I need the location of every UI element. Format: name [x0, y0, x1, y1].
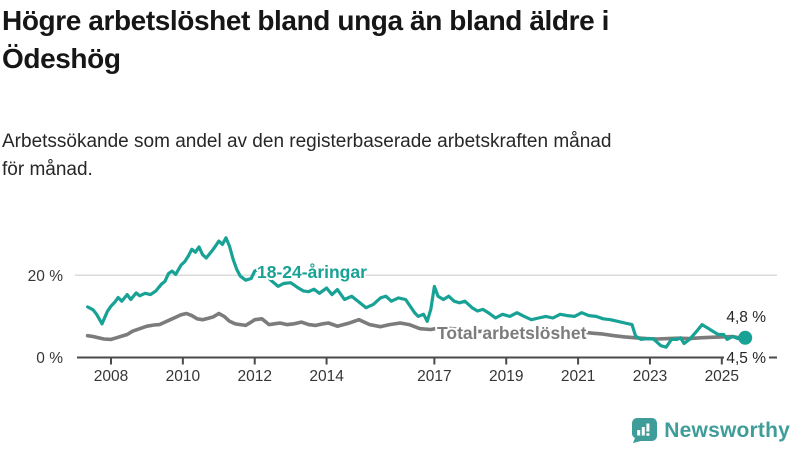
x-tick-label: 2025: [705, 368, 739, 385]
x-tick-label: 2008: [94, 368, 128, 385]
x-tick-label: 2017: [417, 368, 451, 385]
x-axis-ticks: 2008 2010 2012 2014 2017 2019 2021 2023 2025: [94, 357, 739, 385]
end-value-label-total: 4,5 %: [726, 350, 766, 367]
subtitle-line-1: Arbetssökande som andel av den registerb…: [2, 131, 612, 152]
newsworthy-logo-text: Newsworthy: [664, 418, 790, 442]
bar-chart-speech-bubble-icon: [632, 418, 658, 443]
title-line-2: Ödeshög: [2, 43, 121, 75]
end-value-label-youth: 4,8 %: [726, 309, 766, 326]
series-end-dot-youth: [738, 330, 753, 345]
page-title: Högre arbetslöshet bland unga än bland ä…: [2, 2, 782, 78]
y-tick-label-0: 0 %: [36, 350, 63, 367]
series-label-youth: 18-24-åringar: [257, 262, 367, 282]
x-tick-label: 2014: [309, 368, 344, 385]
y-tick-label-20: 20 %: [28, 268, 64, 285]
series-line-youth: [85, 236, 747, 349]
chart-subtitle: Arbetssökande som andel av den registerb…: [2, 128, 782, 183]
series-label-total: Total arbetslöshet: [437, 323, 587, 343]
x-tick-label: 2023: [633, 368, 667, 385]
x-tick-label: 2021: [561, 368, 595, 385]
end-label-backdrop: [724, 349, 769, 365]
subtitle-line-2: för månad.: [2, 158, 93, 180]
x-tick-label: 2012: [237, 368, 271, 385]
title-line-1: Högre arbetslöshet bland unga än bland ä…: [2, 5, 610, 36]
series-line-total: [85, 311, 748, 342]
newsworthy-logo[interactable]: Newsworthy: [631, 418, 790, 443]
x-tick-label: 2019: [489, 368, 523, 385]
x-tick-label: 2010: [166, 368, 201, 385]
